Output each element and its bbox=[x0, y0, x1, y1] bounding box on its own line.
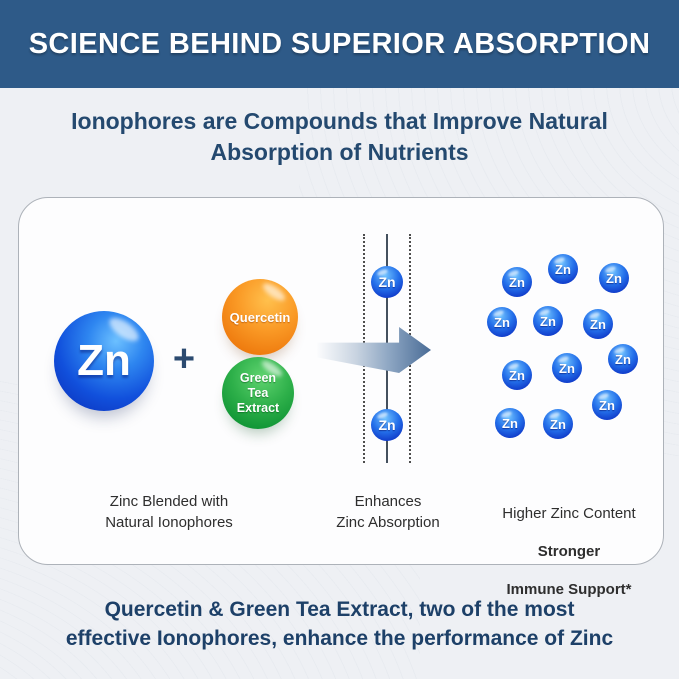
caption-absorption: Enhances Zinc Absorption bbox=[336, 493, 440, 531]
zinc-molecule: Zn bbox=[583, 309, 613, 339]
zinc-molecule: Zn bbox=[548, 254, 578, 284]
zinc-label: Zn bbox=[615, 351, 631, 367]
green-tea-extract-label: Green Tea Extract bbox=[236, 370, 280, 415]
zinc-label: Zn bbox=[599, 397, 615, 413]
zinc-label: Zn bbox=[606, 270, 622, 286]
zinc-label: Zn bbox=[555, 261, 571, 277]
footer-text: Quercetin & Green Tea Extract, two of th… bbox=[65, 598, 614, 650]
zinc-molecule: Zn bbox=[502, 267, 532, 297]
page-title: SCIENCE BEHIND SUPERIOR ABSORPTION bbox=[28, 27, 651, 60]
zinc-label: Zn bbox=[550, 416, 566, 432]
zinc-label: Zn bbox=[378, 274, 396, 290]
zinc-molecule: Zn bbox=[592, 390, 622, 420]
zinc-label: Zn bbox=[559, 360, 575, 376]
zinc-molecule: Zn bbox=[543, 409, 573, 439]
zinc-molecule: Zn bbox=[552, 353, 582, 383]
zinc-label: Zn bbox=[509, 274, 525, 290]
membrane-zinc-sphere: Zn bbox=[371, 266, 403, 298]
quercetin-sphere: Quercetin bbox=[222, 279, 298, 355]
caption-blend: Zinc Blended with Natural Ionophores bbox=[105, 493, 233, 531]
quercetin-label: Quercetin bbox=[229, 309, 291, 325]
green-tea-extract-sphere: Green Tea Extract bbox=[222, 357, 294, 429]
zinc-label: Zn bbox=[502, 415, 518, 431]
absorption-arrow-icon bbox=[317, 327, 431, 373]
zinc-molecule: Zn bbox=[608, 344, 638, 374]
zinc-molecule: Zn bbox=[487, 307, 517, 337]
zinc-molecule: Zn bbox=[502, 360, 532, 390]
zinc-sphere: Zn bbox=[54, 311, 154, 411]
zinc-label: Zn bbox=[378, 417, 396, 433]
zinc-label: Zn bbox=[77, 336, 131, 385]
membrane-zinc-sphere: Zn bbox=[371, 409, 403, 441]
zinc-label: Zn bbox=[509, 367, 525, 383]
gloss-highlight bbox=[260, 280, 288, 304]
zinc-molecule: Zn bbox=[533, 306, 563, 336]
diagram-card: Zn + Quercetin Green Tea Extract Zn Zn Z… bbox=[18, 197, 664, 598]
caption-content-line3: Immune Support* bbox=[506, 581, 632, 598]
zinc-label: Zn bbox=[590, 316, 606, 332]
zinc-molecule: Zn bbox=[599, 263, 629, 293]
plus-sign: + bbox=[172, 337, 196, 380]
zinc-molecule: Zn bbox=[495, 408, 525, 438]
zinc-label: Zn bbox=[540, 313, 556, 329]
caption-content-line1: Higher Zinc Content bbox=[502, 505, 636, 522]
zinc-label: Zn bbox=[494, 314, 510, 330]
caption-content: Higher Zinc Content Stronger Immune Supp… bbox=[469, 485, 669, 618]
subtitle-text: Ionophores are Compounds that Improve Na… bbox=[71, 108, 608, 165]
header-banner: SCIENCE BEHIND SUPERIOR ABSORPTION bbox=[0, 0, 679, 88]
caption-content-line2: Stronger bbox=[537, 543, 601, 560]
